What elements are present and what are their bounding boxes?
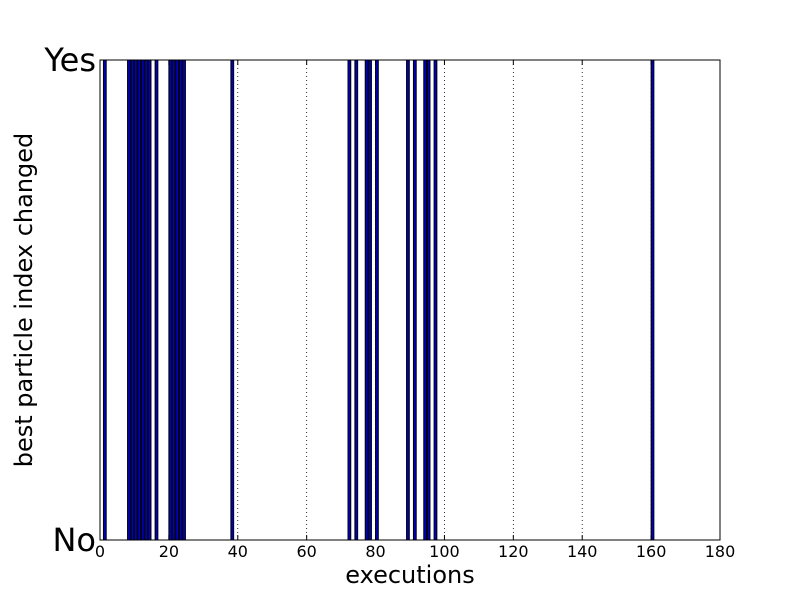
plot-frame [99, 59, 721, 541]
y-category-label: No [52, 521, 96, 559]
x-tick-label: 20 [159, 542, 179, 561]
bar [168, 59, 173, 541]
y-category-label: Yes [43, 41, 96, 79]
x-tick-label: 0 [95, 542, 105, 561]
bar [426, 59, 431, 541]
bar [175, 59, 180, 541]
bar [412, 59, 417, 541]
bar [347, 59, 352, 541]
x-tick-label: 120 [498, 542, 529, 561]
bar [375, 59, 379, 541]
bar [433, 59, 438, 541]
bar [171, 59, 176, 541]
bar [364, 59, 369, 541]
bar [133, 59, 138, 541]
x-tick-label: 60 [296, 542, 316, 561]
x-axis-label: executions [345, 561, 474, 589]
x-tick-label: 80 [365, 542, 385, 561]
x-tick-label: 140 [567, 542, 598, 561]
x-tick-label: 100 [429, 542, 460, 561]
bar [102, 59, 107, 541]
bar [650, 59, 655, 541]
bar [354, 59, 359, 541]
bar [154, 59, 159, 541]
bar [406, 59, 410, 541]
bar [368, 59, 372, 541]
y-axis-ticks: No Yes [43, 41, 720, 559]
bar [230, 59, 235, 541]
bar [178, 59, 183, 541]
bar [423, 59, 428, 541]
plot-background [100, 60, 720, 540]
x-tick-label: 40 [228, 542, 248, 561]
y-axis-label: best particle index changed [10, 133, 38, 468]
bar [130, 59, 135, 541]
x-tick-label: 160 [636, 542, 667, 561]
bar [182, 59, 186, 541]
bar [137, 59, 142, 541]
bar [147, 59, 152, 541]
x-axis-ticks: 0 20 40 60 80 100 120 140 160 180 [95, 60, 735, 561]
bar [140, 59, 145, 541]
bar [144, 59, 149, 541]
x-tick-label: 180 [705, 542, 736, 561]
bar [127, 59, 131, 541]
